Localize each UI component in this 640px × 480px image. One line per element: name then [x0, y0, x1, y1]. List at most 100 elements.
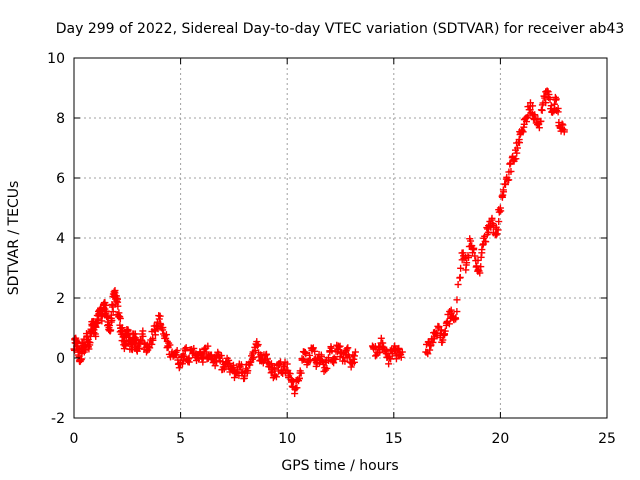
- data-point: [85, 345, 93, 353]
- data-point-dense: [151, 331, 159, 339]
- data-point: [202, 348, 210, 356]
- data-point: [513, 144, 521, 152]
- data-point-dense: [230, 374, 238, 382]
- data-point-dense: [497, 207, 505, 215]
- data-point-dense: [185, 358, 193, 366]
- data-point-dense: [445, 320, 453, 328]
- y-tick-label: 6: [56, 171, 65, 187]
- data-point-dense: [344, 344, 352, 352]
- data-point-dense: [437, 326, 445, 334]
- data-point-dense: [204, 342, 212, 350]
- data-point-dense: [454, 281, 462, 289]
- data-point-dense: [199, 353, 207, 361]
- data-point-dense: [457, 264, 465, 272]
- data-point-dense: [116, 314, 124, 322]
- data-point: [560, 126, 568, 134]
- data-point-dense: [470, 244, 478, 252]
- data-point-dense: [86, 339, 94, 347]
- data-point-dense: [302, 350, 310, 358]
- data-point-dense: [545, 91, 553, 99]
- data-point-dense: [306, 357, 314, 365]
- x-tick-label: 15: [385, 431, 403, 447]
- data-point-dense: [323, 364, 331, 372]
- data-point-dense: [213, 358, 221, 366]
- data-point-dense: [318, 353, 326, 361]
- data-point-dense: [291, 390, 299, 398]
- data-point-dense: [518, 127, 526, 135]
- x-tick-label: 5: [176, 431, 185, 447]
- data-point-dense: [173, 347, 181, 355]
- data-point-dense: [463, 259, 471, 267]
- data-point: [543, 87, 551, 95]
- data-point-dense: [154, 325, 162, 333]
- data-point-dense: [92, 332, 100, 340]
- chart-title: Day 299 of 2022, Sidereal Day-to-day VTE…: [56, 21, 625, 37]
- data-point-dense: [102, 301, 110, 309]
- data-point-dense: [272, 373, 280, 381]
- data-point-dense: [453, 296, 461, 304]
- data-point-dense: [441, 331, 449, 339]
- data-point-dense: [267, 360, 275, 368]
- y-tick-label: 0: [56, 351, 65, 367]
- data-point-dense: [175, 364, 183, 372]
- data-point: [398, 348, 406, 356]
- data-point-dense: [542, 99, 550, 107]
- data-point-dense: [547, 102, 555, 110]
- data-point-dense: [512, 155, 520, 163]
- x-axis-label: GPS time / hours: [281, 458, 398, 474]
- data-point-dense: [554, 108, 562, 116]
- data-point-dense: [441, 327, 449, 335]
- data-point-dense: [286, 370, 294, 378]
- axis-ticks: 0 5 10 15 20 25 -2 0 2 4 6 8 10: [47, 51, 616, 447]
- data-point-dense: [74, 338, 82, 346]
- data-point-dense: [182, 344, 190, 352]
- data-point-dense: [397, 353, 405, 361]
- data-point-dense: [115, 309, 123, 317]
- data-point-dense: [148, 340, 156, 348]
- data-point-dense: [263, 355, 271, 363]
- data-point-dense: [156, 312, 164, 320]
- data-point-dense: [107, 311, 115, 319]
- y-tick-label: -2: [51, 411, 65, 427]
- data-point-dense: [244, 367, 252, 375]
- data-point-dense: [217, 352, 225, 360]
- data-point-dense: [229, 363, 237, 371]
- data-point: [253, 342, 261, 350]
- data-point-dense: [179, 351, 187, 359]
- data-point-dense: [179, 360, 187, 368]
- grid: [74, 58, 607, 418]
- data-point-dense: [162, 331, 170, 339]
- data-point: [343, 345, 351, 353]
- data-point-dense: [494, 226, 502, 234]
- data-point-dense: [513, 149, 521, 157]
- data-point: [492, 231, 500, 239]
- data-point-dense: [109, 308, 117, 316]
- data-point-dense: [495, 218, 503, 226]
- data-point-dense: [262, 350, 270, 358]
- data-point: [471, 252, 479, 260]
- data-point-dense: [495, 208, 503, 216]
- data-point-dense: [377, 334, 385, 342]
- data-point-dense: [392, 355, 400, 363]
- data-point: [283, 360, 291, 368]
- data-point: [322, 366, 330, 374]
- data-point-dense: [325, 357, 333, 365]
- data-point-dense: [159, 324, 167, 332]
- data-point-dense: [350, 352, 358, 360]
- data-point-dense: [478, 249, 486, 257]
- data-point-dense: [535, 124, 543, 132]
- y-tick-label: 2: [56, 291, 65, 307]
- x-tick-label: 20: [491, 431, 509, 447]
- data-point-dense: [505, 176, 513, 184]
- data-point: [172, 351, 180, 359]
- data-point-dense: [107, 326, 115, 334]
- data-point-dense: [335, 343, 343, 351]
- data-point-dense: [501, 181, 509, 189]
- data-point-dense: [529, 102, 537, 110]
- data-point-dense: [552, 95, 560, 103]
- data-point-dense: [345, 353, 353, 361]
- data-point-dense: [90, 329, 98, 337]
- data-point-dense: [298, 356, 306, 364]
- data-point-dense: [293, 384, 301, 392]
